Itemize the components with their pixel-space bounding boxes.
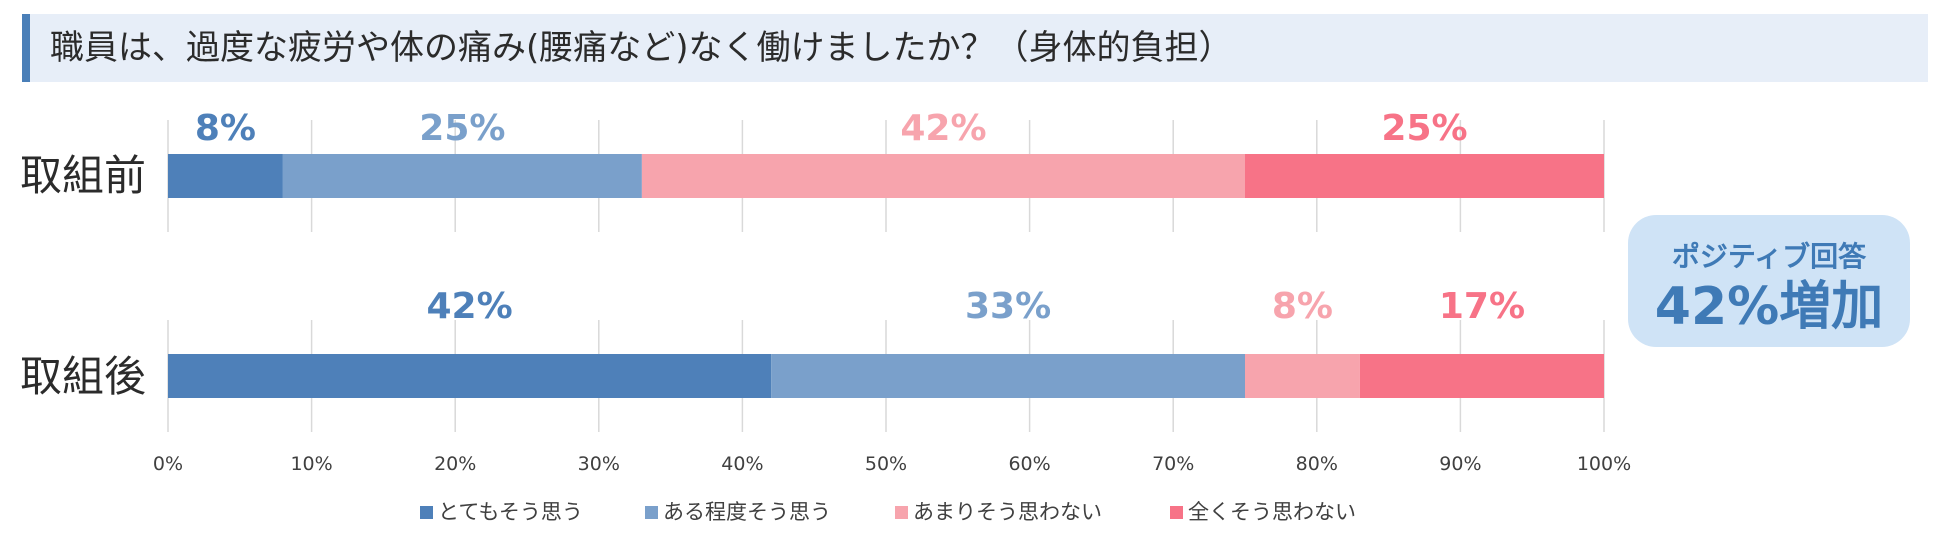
bar-segment [168,154,283,198]
bar-segment [1245,154,1604,198]
data-label: 17% [1439,286,1525,327]
x-tick-label: 60% [1008,453,1050,475]
badge-value: 42%増加 [1654,277,1884,337]
x-tick-label: 0% [153,453,183,475]
chart-title: 職員は、過度な疲労や体の痛み(腰痛など)なく働けましたか？（身体的負担） [50,28,1233,68]
x-tick-label: 40% [721,453,763,475]
data-label: 42% [900,108,986,149]
badge-label: ポジティブ回答 [1671,240,1867,273]
legend-swatch [645,506,658,519]
legend-label: あまりそう思わない [913,500,1102,524]
x-tick-label: 100% [1577,453,1631,475]
positive-answer-badge: ポジティブ回答 42%増加 [1628,215,1910,347]
data-label: 33% [965,286,1051,327]
legend-label: ある程度そう思う [663,500,831,524]
x-tick-label: 10% [290,453,332,475]
x-tick-label: 80% [1296,453,1338,475]
x-tick-label: 90% [1439,453,1481,475]
bar-segment [168,354,772,398]
bar-segment [282,154,642,198]
legend-swatch [1170,506,1183,519]
bar-segment [641,154,1245,198]
title-bar: 職員は、過度な疲労や体の痛み(腰痛など)なく働けましたか？（身体的負担） [22,14,1928,82]
x-tick-label: 30% [578,453,620,475]
bar-segment [1359,354,1604,398]
data-label: 25% [1381,108,1467,149]
data-label: 8% [195,108,256,149]
data-label: 25% [419,108,505,149]
x-tick-label: 70% [1152,453,1194,475]
data-label: 8% [1272,286,1333,327]
bar-segment [1245,354,1360,398]
legend-swatch [895,506,908,519]
x-tick-label: 50% [865,453,907,475]
bar-segment [771,354,1245,398]
legend-swatch [420,506,433,519]
legend-label: とてもそう思う [438,500,583,524]
category-label-0: 取組前 [20,151,146,200]
category-label-1: 取組後 [20,352,146,401]
x-tick-label: 20% [434,453,476,475]
legend-label: 全くそう思わない [1188,500,1356,524]
data-label: 42% [426,286,512,327]
